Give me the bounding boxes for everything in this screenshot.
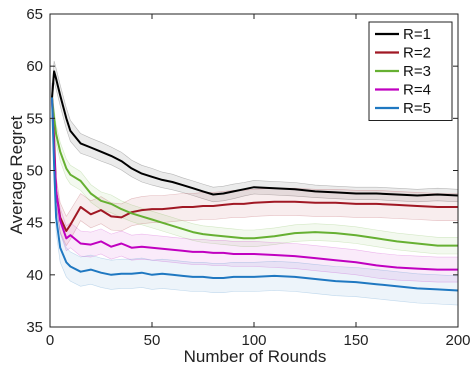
series-line-r-5 (51, 97, 459, 292)
legend-label-r-2: R=2 (403, 45, 431, 62)
legend-label-r-3: R=3 (403, 63, 431, 80)
series-line-r-3 (51, 97, 458, 247)
x-tick-label: 50 (144, 332, 161, 349)
series-line-r-2 (51, 97, 458, 232)
y-axis-title: Average Regret (7, 115, 26, 234)
tick-labels: 0 50 100 150 200 35 40 45 50 55 60 65 (26, 6, 470, 349)
series-line-r-1 (51, 70, 459, 197)
series-lines (51, 70, 459, 292)
y-tick-label: 35 (26, 319, 43, 336)
x-tick-label: 200 (445, 332, 470, 349)
legend-label-r-1: R=1 (403, 26, 431, 43)
x-axis-title: Number of Rounds (184, 347, 327, 366)
legend-label-r-5: R=5 (403, 100, 431, 117)
legend-label-r-4: R=4 (403, 82, 431, 99)
x-tick-label: 100 (241, 332, 266, 349)
y-tick-label: 65 (26, 6, 43, 23)
y-tick-label: 55 (26, 110, 43, 127)
axes (49, 13, 459, 328)
y-tick-label: 40 (26, 267, 43, 284)
x-tick-label: 150 (343, 332, 368, 349)
y-tick-label: 50 (26, 163, 43, 180)
y-tick-label: 60 (26, 58, 43, 75)
y-tick-label: 45 (26, 215, 43, 232)
series-line-r-4 (51, 97, 458, 271)
legend: R=1 R=2R=3 R=4R=5 (368, 21, 453, 121)
x-tick-label: 0 (46, 332, 54, 349)
